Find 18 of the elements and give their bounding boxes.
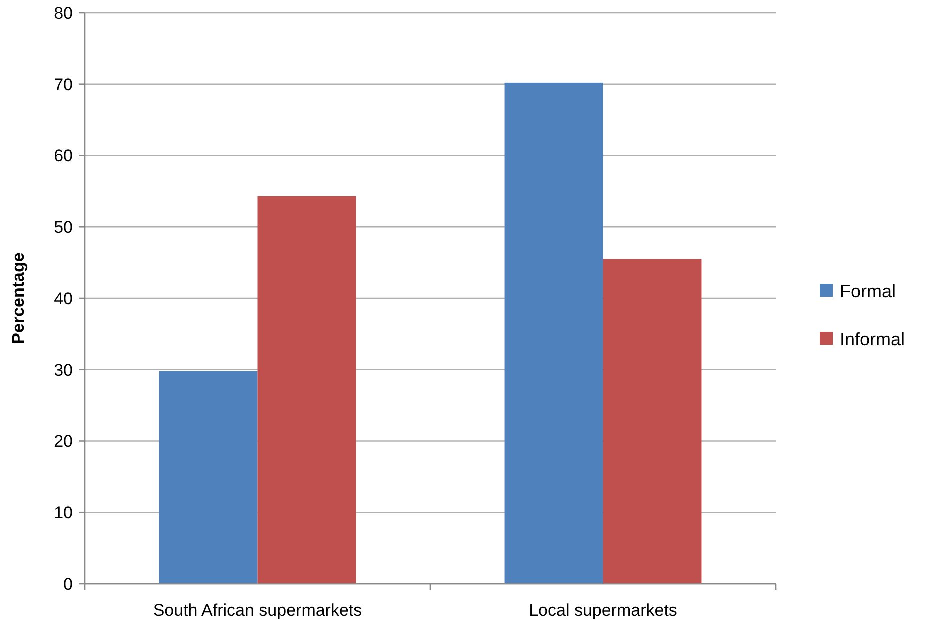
legend-label: Informal [840,329,906,350]
y-tick-label: 30 [54,360,73,380]
y-tick-label: 50 [54,218,73,238]
bar [159,371,258,584]
y-tick-label: 10 [54,504,73,523]
y-tick-label: 20 [54,432,73,452]
y-tick-label: 0 [64,574,73,594]
y-tick-label: 70 [54,75,73,94]
x-tick-label: South African supermarkets [153,601,362,620]
y-tick-label: 40 [54,289,73,308]
legend-label: Formal [840,281,896,302]
y-tick-label: 60 [54,146,73,166]
y-tick-label: 80 [54,4,73,23]
bar [258,196,356,584]
bar [603,259,702,584]
x-tick-label: Local supermarkets [529,601,678,620]
y-axis-title: Percentage [9,252,28,344]
bar [504,82,604,584]
